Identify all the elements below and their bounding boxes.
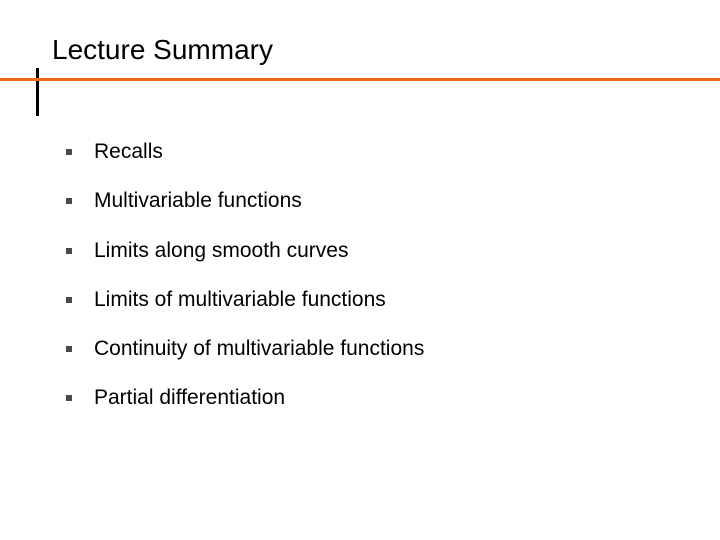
bullet-text: Limits of multivariable functions xyxy=(94,286,680,313)
list-item: Partial differentiation xyxy=(66,384,680,411)
list-item: Limits along smooth curves xyxy=(66,237,680,264)
title-vertical-rule xyxy=(36,68,39,116)
bullet-icon xyxy=(66,198,72,204)
bullet-text: Multivariable functions xyxy=(94,187,680,214)
bullet-text: Recalls xyxy=(94,138,680,165)
bullet-icon xyxy=(66,248,72,254)
title-block: Lecture Summary xyxy=(52,34,273,72)
content-area: Recalls Multivariable functions Limits a… xyxy=(66,138,680,434)
list-item: Limits of multivariable functions xyxy=(66,286,680,313)
list-item: Continuity of multivariable functions xyxy=(66,335,680,362)
bullet-icon xyxy=(66,346,72,352)
bullet-icon xyxy=(66,149,72,155)
bullet-icon xyxy=(66,395,72,401)
list-item: Multivariable functions xyxy=(66,187,680,214)
list-item: Recalls xyxy=(66,138,680,165)
bullet-text: Partial differentiation xyxy=(94,384,680,411)
bullet-icon xyxy=(66,297,72,303)
bullet-list: Recalls Multivariable functions Limits a… xyxy=(66,138,680,412)
bullet-text: Limits along smooth curves xyxy=(94,237,680,264)
title-horizontal-rule xyxy=(0,78,720,81)
slide-title: Lecture Summary xyxy=(52,34,273,72)
bullet-text: Continuity of multivariable functions xyxy=(94,335,680,362)
